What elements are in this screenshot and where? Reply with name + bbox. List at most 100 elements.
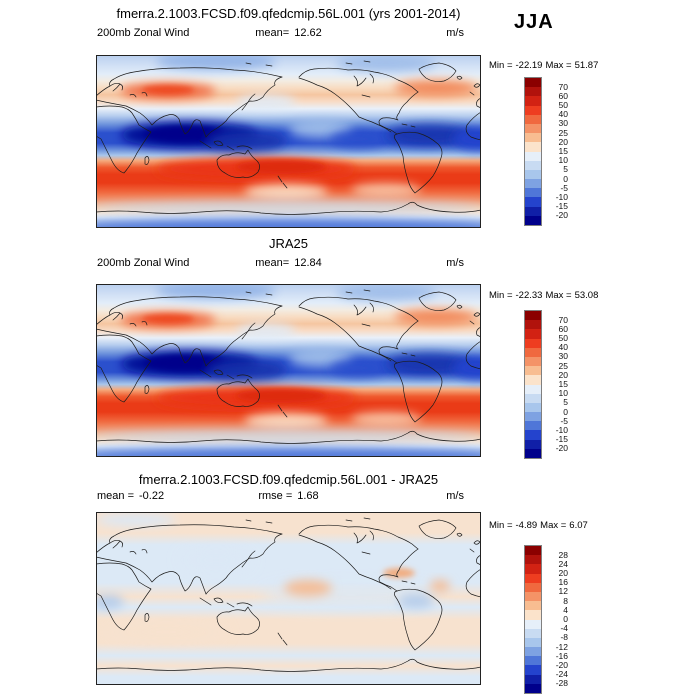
colorbar-cell <box>525 610 541 620</box>
colorbar-tick-label: 15 <box>558 146 568 156</box>
colorbar-tick-label: 4 <box>563 604 568 615</box>
colorbar-tick-label: 5 <box>563 164 568 175</box>
colorbar-cell <box>525 591 541 602</box>
colorbar-tick-label: 10 <box>558 388 568 399</box>
colorbar-cell <box>525 87 541 97</box>
colorbar-cell <box>525 674 541 684</box>
colorbar-tick-label: -15 <box>555 434 568 445</box>
colorbar-cell <box>525 105 541 115</box>
colorbar-cell <box>525 573 541 583</box>
colorbar-bar <box>524 77 542 226</box>
colorbar-panel2: 70 60 50 40 30 25 20 15 10 5 0 -5 -10 -15 -20 <box>524 310 584 459</box>
colorbar-cell <box>525 338 541 348</box>
colorbar-cell <box>525 347 541 357</box>
colorbar-cell <box>525 448 541 458</box>
colorbar-tick-label: 60 <box>558 323 568 334</box>
colorbar-cell <box>525 421 541 431</box>
panel2-units: m/s <box>446 257 464 269</box>
colorbar-tick-label: -8 <box>560 632 568 643</box>
colorbar-tick-label: -4 <box>560 623 568 634</box>
colorbar-tick-label: -5 <box>560 415 568 426</box>
colorbar-tick-label: 0 <box>563 406 568 417</box>
colorbar-cell <box>525 582 541 592</box>
colorbar-tick-label: 50 <box>558 100 568 111</box>
season-label: JJA <box>514 11 554 33</box>
colorbar-tick-label: 16 <box>558 577 568 588</box>
colorbar-tick-label: 20 <box>558 369 568 380</box>
colorbar-cell <box>525 384 541 394</box>
colorbar-cell <box>525 151 541 161</box>
panel1-subtitle-row: 200mb Zonal Wind mean= 12.62 m/s <box>96 27 481 41</box>
colorbar-tick-label: 0 <box>563 173 568 184</box>
colorbar-panel1: 70 60 50 40 30 25 20 15 10 5 0 -5 -10 -15 -20 <box>524 77 584 226</box>
colorbar-tick-label: 30 <box>558 351 568 362</box>
colorbar-cell <box>525 412 541 422</box>
colorbar-cell <box>525 439 541 449</box>
colorbar-cell <box>525 356 541 367</box>
colorbar-tick-label: 25 <box>558 360 568 371</box>
colorbar-cell <box>525 329 541 339</box>
colorbar-cell <box>525 637 541 648</box>
panel3-title: fmerra.2.1003.FCSD.f09.qfedcmip.56L.001 … <box>138 472 439 487</box>
colorbar-tick-label: 24 <box>558 558 568 569</box>
colorbar-tick-label: -24 <box>555 669 568 680</box>
colorbar-cell <box>525 123 541 134</box>
colorbar-tick-label: 5 <box>563 397 568 408</box>
panel3-units: m/s <box>446 490 464 502</box>
colorbar-cell <box>525 179 541 189</box>
colorbar-cell <box>525 215 541 225</box>
panel1-title: fmerra.2.1003.FCSD.f09.qfedcmip.56L.001 … <box>116 6 461 21</box>
map-panel1 <box>96 55 481 228</box>
colorbar-cell <box>525 555 541 565</box>
panel2-title: JRA25 <box>268 236 309 251</box>
colorbar-tick-label: 60 <box>558 90 568 101</box>
colorbar-bar <box>524 545 542 694</box>
colorbar-cell <box>525 197 541 207</box>
colorbar-tick-label: -12 <box>555 641 568 652</box>
colorbar-cell <box>525 647 541 657</box>
colorbar-tick-label: 50 <box>558 333 568 344</box>
colorbar-tick-label: 20 <box>558 568 568 579</box>
colorbar-cell <box>525 311 541 321</box>
colorbar-tick-label: 28 <box>558 549 568 560</box>
colorbar-tick-label: 40 <box>558 109 568 120</box>
colorbar-tick-label: 10 <box>558 155 568 166</box>
colorbar-tick-label: -5 <box>560 182 568 193</box>
map-panel3 <box>96 512 481 685</box>
colorbar-cell <box>525 601 541 611</box>
colorbar-tick-label: 25 <box>558 127 568 138</box>
colorbar-cell <box>525 206 541 216</box>
colorbar-tick-label: 30 <box>558 118 568 129</box>
panel1-field-label: 200mb Zonal Wind <box>97 27 190 39</box>
panel1-minmax: Min = -22.19 Max = 51.87 <box>489 60 599 71</box>
colorbar-cell <box>525 133 541 143</box>
panel2-field-label: 200mb Zonal Wind <box>97 257 190 269</box>
colorbar-cell <box>525 430 541 440</box>
panel3-subtitle-row: mean = -0.22 rmse = 1.68 m/s <box>96 490 481 504</box>
colorbar-panel3: 28 24 20 16 12 8 4 0 -4 -8 -12 -16 -20 -24 -28 <box>524 545 584 694</box>
colorbar-cell <box>525 142 541 152</box>
colorbar-tick-label: 0 <box>563 614 568 624</box>
colorbar-tick-label: -20 <box>555 210 568 221</box>
panel2-mean: mean= 12.84 <box>255 257 322 269</box>
colorbar-tick-label: 70 <box>558 314 568 325</box>
colorbar-cell <box>525 320 541 330</box>
colorbar-tick-label: 12 <box>558 586 568 597</box>
colorbar-cell <box>525 546 541 556</box>
colorbar-cell <box>525 375 541 385</box>
colorbar-tick-label: 20 <box>558 136 568 147</box>
colorbar-cell <box>525 393 541 403</box>
colorbar-cell <box>525 656 541 666</box>
colorbar-cell <box>525 188 541 198</box>
colorbar-cell <box>525 78 541 88</box>
colorbar-tick-label: -15 <box>555 201 568 212</box>
panel2-subtitle-row: 200mb Zonal Wind mean= 12.84 m/s <box>96 257 481 271</box>
colorbar-cell <box>525 114 541 124</box>
colorbar-tick-label: 70 <box>558 81 568 92</box>
colorbar-cell <box>525 160 541 170</box>
colorbar-tick-label: -10 <box>555 424 568 435</box>
colorbar-cell <box>525 619 541 629</box>
colorbar-tick-label: -16 <box>555 650 568 661</box>
colorbar-cell <box>525 628 541 638</box>
